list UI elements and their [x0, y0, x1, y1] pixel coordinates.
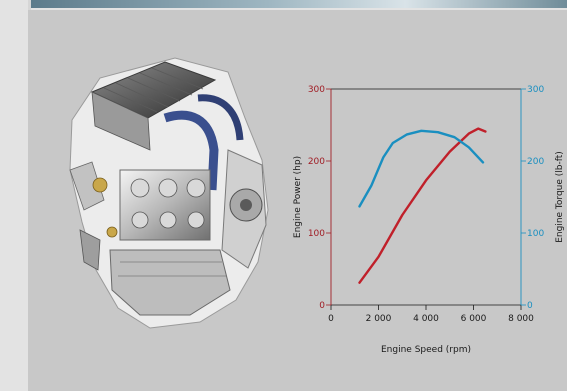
- left-y-tick-label: 100: [308, 229, 325, 239]
- right-y-tick-label: 100: [527, 229, 544, 239]
- left-y-tick-label: 300: [308, 85, 325, 95]
- x-tick-label: 6 000: [461, 314, 487, 324]
- x-axis-title: Engine Speed (rpm): [381, 345, 471, 355]
- x-tick-label: 2 000: [366, 314, 392, 324]
- right-y-tick-label: 0: [527, 301, 533, 311]
- right-y-tick-label: 200: [527, 157, 544, 167]
- right-y-axis-title: Engine Torque (lb-ft): [555, 151, 565, 243]
- x-tick-label: 8 000: [508, 314, 534, 324]
- power-series-line: [358, 127, 487, 284]
- left-y-tick-label: 0: [319, 301, 325, 311]
- right-y-tick-label: 300: [527, 85, 544, 95]
- torque-series-line: [358, 129, 485, 208]
- left-y-axis-title: Engine Power (hp): [293, 156, 303, 238]
- x-tick-label: 4 000: [413, 314, 439, 324]
- x-tick-label: 0: [328, 314, 334, 324]
- left-y-tick-label: 200: [308, 157, 325, 167]
- header-image-strip: [28, 0, 567, 8]
